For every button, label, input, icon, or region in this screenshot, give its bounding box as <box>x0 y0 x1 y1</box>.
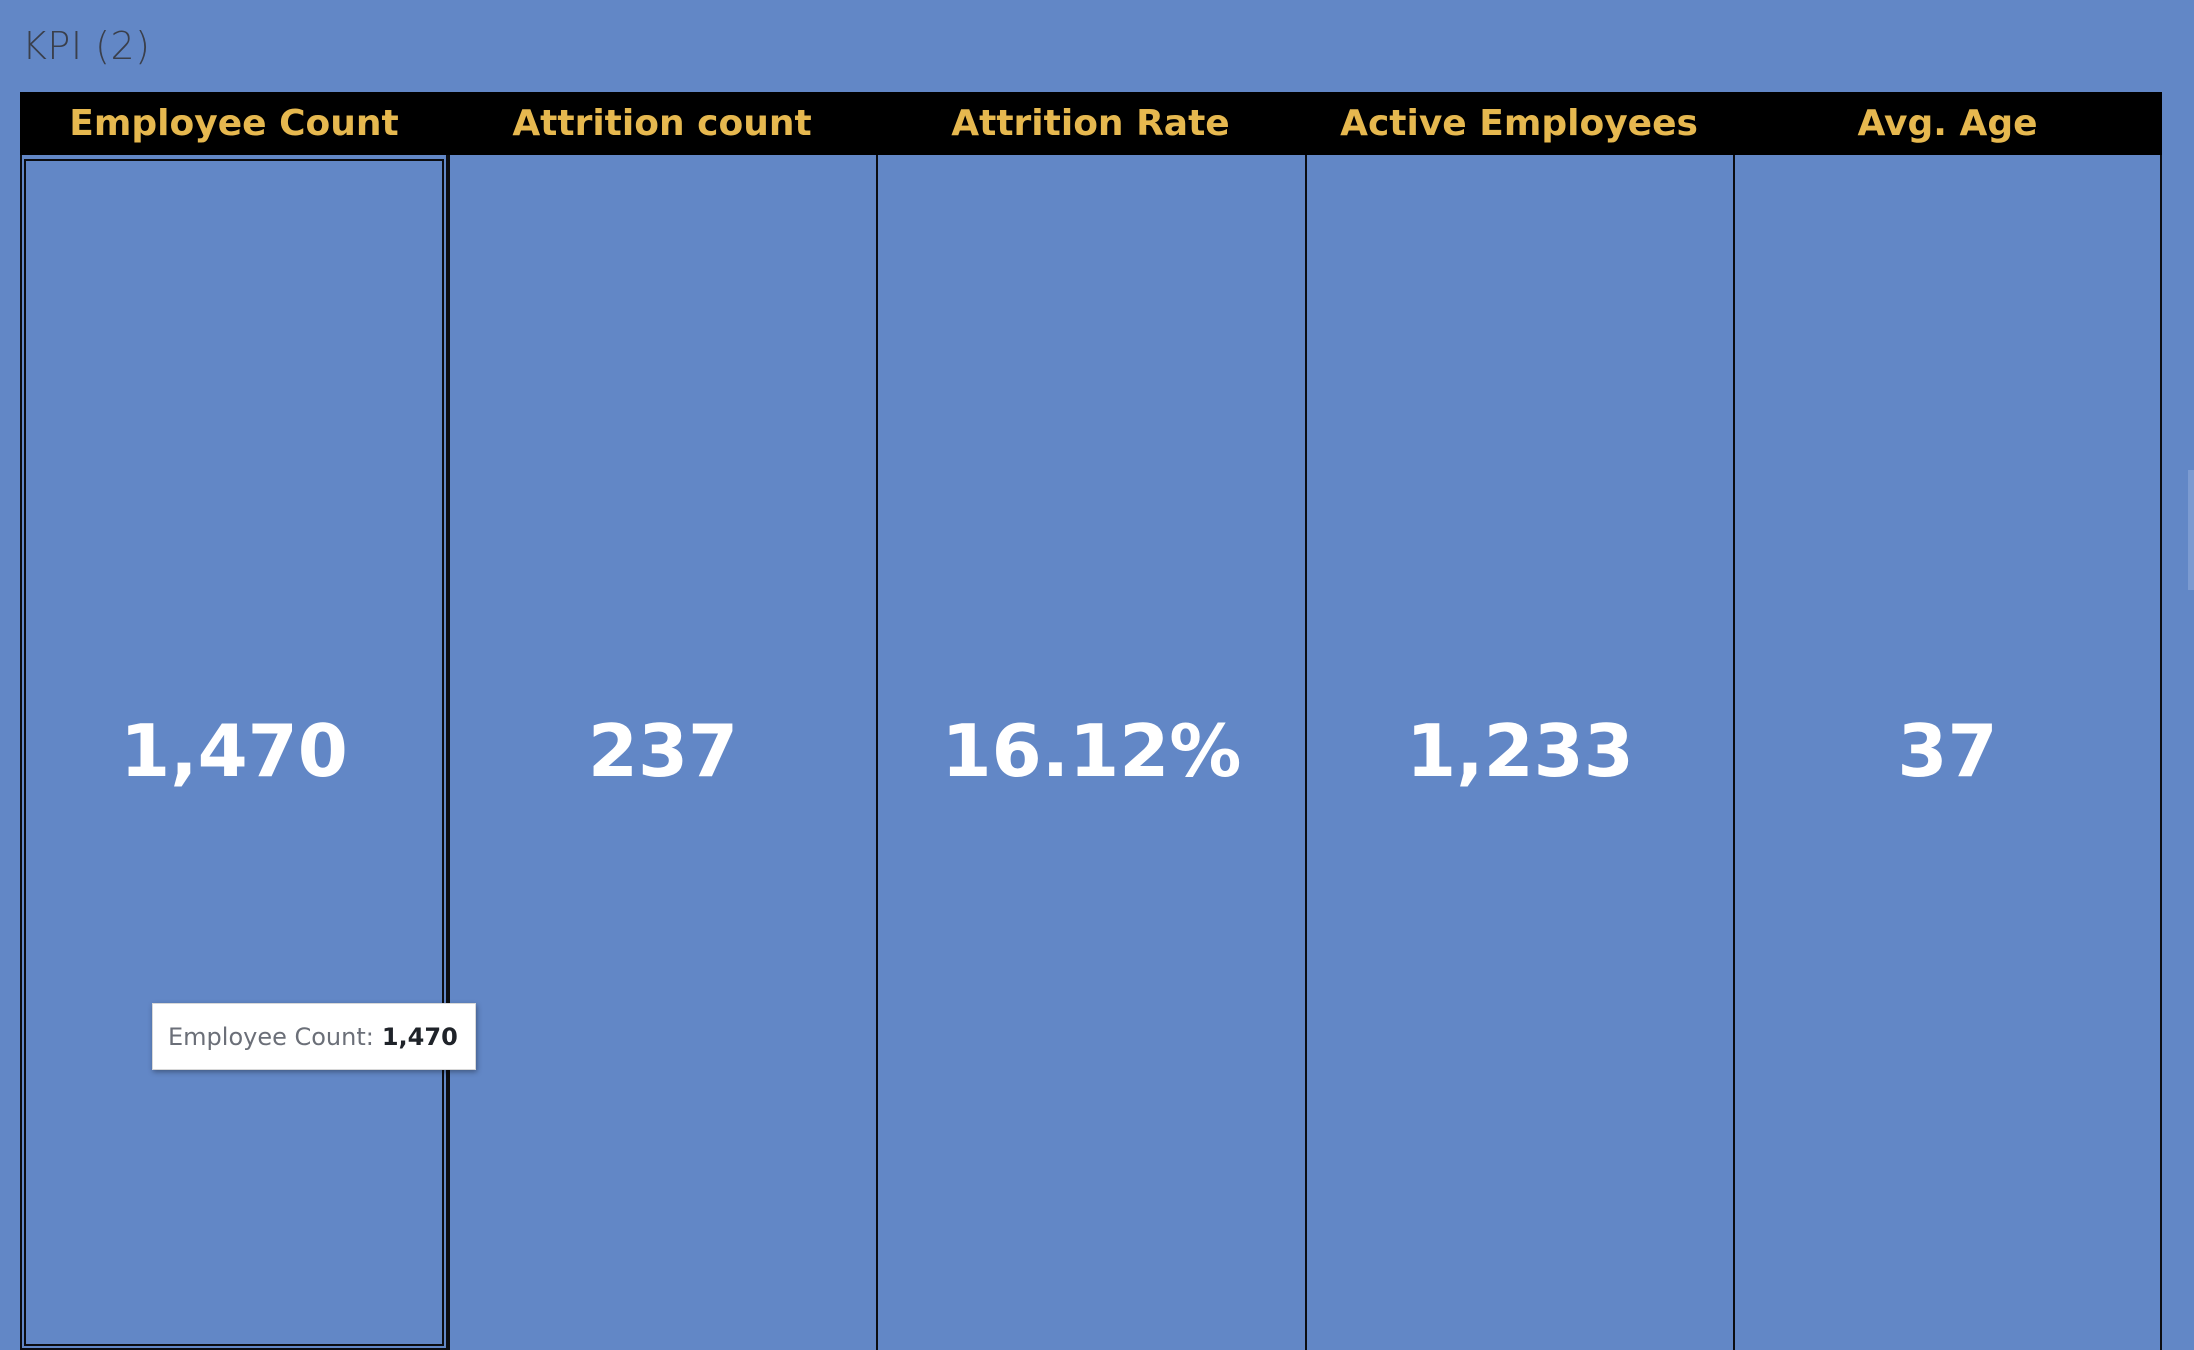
column-header-active-employees[interactable]: Active Employees <box>1340 103 1698 144</box>
kpi-table: Employee Count Attrition count Attrition… <box>20 92 2162 1350</box>
kpi-value-attrition-count: 237 <box>587 709 739 793</box>
header-row: Employee Count Attrition count Attrition… <box>20 92 2162 155</box>
kpi-value-active-employees: 1,233 <box>1406 709 1634 793</box>
column-header-attrition-rate[interactable]: Attrition Rate <box>951 103 1230 144</box>
kpi-cell-active-employees[interactable]: 1,233 <box>1305 155 1733 1350</box>
kpi-cell-avg-age[interactable]: 37 <box>1733 155 2162 1350</box>
tooltip-value: 1,470 <box>381 1022 458 1051</box>
kpi-value-attrition-rate: 16.12% <box>941 709 1242 793</box>
column-header-attrition-count[interactable]: Attrition count <box>512 103 812 144</box>
column-header-avg-age[interactable]: Avg. Age <box>1857 103 2038 144</box>
tooltip-label: Employee Count: <box>168 1022 374 1051</box>
sheet-title: KPI (2) <box>22 24 151 68</box>
kpi-cell-employee-count[interactable]: 1,470 <box>20 155 448 1350</box>
scroll-edge <box>2188 470 2194 590</box>
kpi-cell-attrition-rate[interactable]: 16.12% <box>876 155 1305 1350</box>
kpi-value-employee-count: 1,470 <box>120 709 348 793</box>
column-header-employee-count[interactable]: Employee Count <box>69 103 399 144</box>
kpi-cell-attrition-count[interactable]: 237 <box>448 155 876 1350</box>
tooltip: Employee Count: 1,470 <box>152 1003 476 1070</box>
kpi-value-avg-age: 37 <box>1897 709 1998 793</box>
